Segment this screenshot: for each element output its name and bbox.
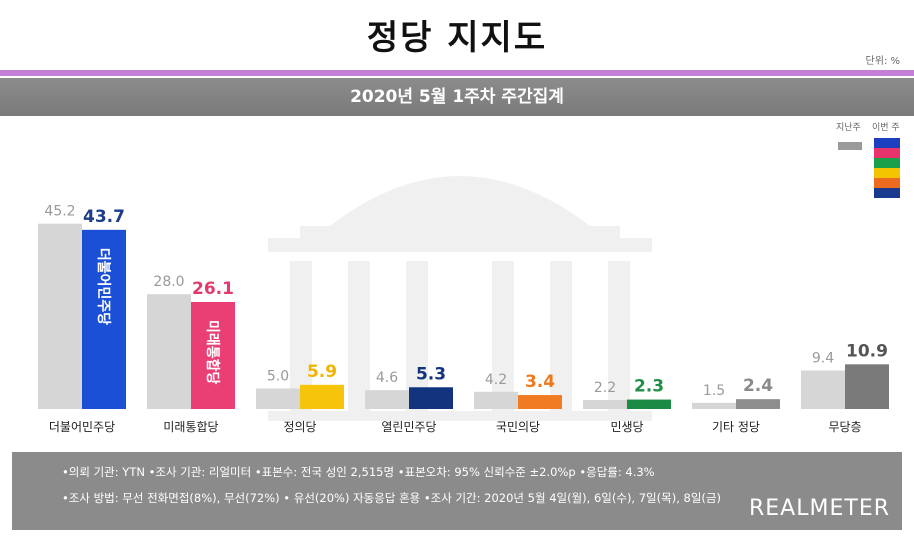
category-label-6: 기타 정당 bbox=[712, 420, 760, 434]
label-prev-1: 28.0 bbox=[153, 274, 184, 290]
legend-color-4 bbox=[874, 178, 900, 188]
survey-info-line2: •조사 방법: 무선 전화면접(8%), 무선(72%) • 유선(20%) 자… bbox=[62, 491, 721, 505]
bar-prev-3 bbox=[365, 390, 409, 409]
bar-current-0 bbox=[82, 229, 126, 409]
subtitle-banner: 2020년 5월 1주차 주간집계 bbox=[0, 78, 914, 116]
bar-prev-0 bbox=[38, 223, 82, 409]
bar-current-6 bbox=[736, 399, 780, 409]
chart-area: 45.2 43.7 더불어민주당 더불어민주당 28.0 26.1 미래통합당 미래통합당 5.… bbox=[0, 116, 914, 446]
bar-prev-7 bbox=[801, 370, 845, 409]
legend-color-0 bbox=[874, 138, 900, 148]
bar-current-7 bbox=[845, 364, 889, 409]
brand-logo: REALMETER bbox=[749, 496, 890, 521]
legend-current-label: 이번 주 bbox=[872, 123, 900, 133]
legend-current-swatch bbox=[874, 138, 900, 198]
label-current-4: 3.4 bbox=[525, 372, 555, 392]
bar-prev-1 bbox=[147, 294, 191, 409]
label-prev-6: 1.5 bbox=[703, 383, 725, 399]
unit-label: 단위: % bbox=[865, 56, 900, 67]
category-label-5: 민생당 bbox=[610, 420, 643, 434]
bar-current-5 bbox=[627, 399, 671, 409]
legend: 지난주 이번 주 bbox=[836, 120, 906, 200]
label-prev-2: 5.0 bbox=[267, 369, 289, 385]
category-label-1: 미래통합당 bbox=[163, 420, 218, 434]
bar-prev-4 bbox=[474, 391, 518, 409]
category-label-4: 국민의당 bbox=[496, 420, 540, 434]
bar-prev-2 bbox=[256, 388, 300, 409]
bar-current-3 bbox=[409, 387, 453, 409]
legend-prev-label: 지난주 bbox=[836, 123, 861, 133]
title-divider bbox=[0, 70, 914, 76]
legend-color-1 bbox=[874, 148, 900, 158]
label-current-6: 2.4 bbox=[743, 376, 773, 396]
label-prev-3: 4.6 bbox=[376, 370, 398, 386]
legend-color-3 bbox=[874, 168, 900, 178]
label-current-2: 5.9 bbox=[307, 362, 337, 382]
label-prev-4: 4.2 bbox=[485, 372, 507, 388]
label-current-0: 43.7 bbox=[83, 207, 125, 227]
bar-current-1 bbox=[191, 301, 235, 409]
bar-current-2 bbox=[300, 384, 344, 409]
party-logo-1: 미래통합당 bbox=[204, 320, 221, 385]
building-watermark-icon bbox=[268, 176, 652, 421]
label-current-5: 2.3 bbox=[634, 377, 664, 397]
label-prev-7: 9.4 bbox=[812, 350, 834, 366]
legend-color-2 bbox=[874, 158, 900, 168]
category-label-2: 정의당 bbox=[283, 420, 316, 434]
category-label-0: 더불어민주당 bbox=[49, 420, 115, 434]
label-current-1: 26.1 bbox=[192, 279, 234, 299]
category-label-3: 열린민주당 bbox=[381, 420, 436, 434]
label-current-7: 10.9 bbox=[846, 341, 888, 361]
label-prev-5: 2.2 bbox=[594, 380, 616, 396]
bar-prev-5 bbox=[583, 399, 627, 409]
bar-prev-6 bbox=[692, 402, 736, 409]
label-prev-0: 45.2 bbox=[44, 204, 75, 220]
party-logo-0: 더불어민주당 bbox=[95, 248, 112, 325]
chart-title: 정당 지지도 bbox=[366, 18, 548, 58]
label-current-3: 5.3 bbox=[416, 364, 446, 384]
bar-current-4 bbox=[518, 395, 562, 409]
survey-info-line1: •의뢰 기관: YTN •조사 기관: 리얼미터 •표본수: 전국 성인 2,5… bbox=[62, 465, 655, 479]
survey-info-box: •의뢰 기관: YTN •조사 기관: 리얼미터 •표본수: 전국 성인 2,5… bbox=[12, 452, 902, 530]
category-label-7: 무당층 bbox=[828, 420, 861, 434]
legend-color-5 bbox=[874, 188, 900, 198]
legend-prev-swatch bbox=[838, 142, 862, 150]
